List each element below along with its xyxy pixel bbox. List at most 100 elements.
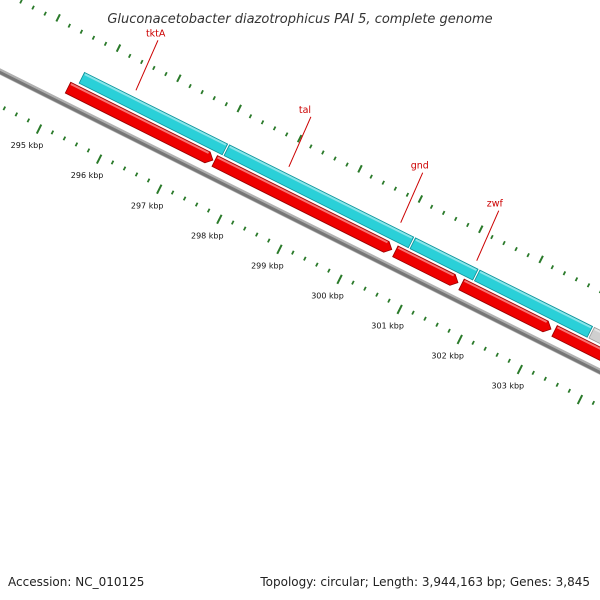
inner-minor-tick [375, 292, 379, 297]
inner-major-tick [276, 244, 283, 255]
inner-minor-tick [507, 358, 511, 364]
gene-label-leader [288, 116, 312, 168]
outer-major-tick [115, 44, 122, 53]
inner-minor-tick [567, 388, 572, 394]
kbp-tick-label: 296 kbp [71, 171, 104, 180]
reverse-gene-block-highlight [463, 279, 548, 323]
outer-minor-tick [212, 95, 216, 101]
forward-gene-block-highlight [84, 73, 227, 146]
outer-minor-tick [224, 102, 228, 107]
reverse-gene-block [458, 278, 552, 333]
forward-gene-block [223, 144, 415, 249]
inner-minor-tick [194, 202, 199, 207]
gene-label: gnd [411, 161, 429, 172]
outer-minor-tick [586, 283, 591, 288]
outer-minor-tick [526, 252, 530, 258]
inner-minor-tick [387, 298, 391, 303]
outer-minor-tick [188, 83, 192, 89]
gene-label: tktA [146, 28, 166, 39]
kbp-tick-label: 299 kbp [251, 261, 284, 270]
reverse-gene-block [211, 155, 393, 253]
inner-minor-tick [14, 112, 19, 117]
outer-minor-tick [550, 265, 555, 270]
inner-minor-tick [170, 190, 175, 195]
outer-minor-tick [502, 240, 506, 246]
inner-minor-tick [231, 220, 235, 225]
outer-minor-tick [260, 120, 265, 125]
kbp-tick-label: 301 kbp [371, 321, 404, 330]
outer-minor-tick [441, 210, 446, 216]
reverse-gene-block [551, 325, 600, 361]
kbp-tick-label: 303 kbp [492, 382, 525, 391]
outer-minor-tick [140, 59, 144, 65]
outer-minor-tick [31, 5, 35, 10]
outer-minor-tick [309, 144, 313, 149]
forward-gene-block [78, 71, 229, 156]
outer-minor-tick [466, 222, 470, 228]
gene-label: tal [299, 105, 311, 116]
reverse-gene-block-highlight [397, 246, 455, 277]
inner-minor-tick [86, 148, 91, 153]
kbp-tick-label: 300 kbp [311, 291, 344, 300]
outer-minor-tick [248, 114, 253, 119]
inner-minor-tick [495, 352, 499, 357]
forward-gene-block [473, 269, 594, 338]
outer-minor-tick [19, 0, 23, 4]
inner-minor-tick [483, 346, 487, 351]
outer-minor-tick [200, 89, 204, 95]
inner-major-tick [516, 364, 524, 375]
outer-minor-tick [393, 186, 398, 191]
inner-major-tick [35, 124, 43, 135]
inner-minor-tick [423, 316, 427, 321]
outer-minor-tick [369, 174, 373, 179]
inner-minor-tick [555, 382, 559, 388]
outer-minor-tick [454, 216, 458, 222]
outer-minor-tick [405, 192, 410, 197]
inner-minor-tick [543, 376, 547, 382]
outer-major-tick [478, 225, 484, 234]
map-title: Gluconacetobacter diazotrophicus PAI 5, … [107, 12, 492, 27]
inner-minor-tick [267, 238, 271, 243]
inner-minor-tick [182, 196, 187, 201]
outer-minor-tick [43, 11, 47, 16]
forward-gene-block-highlight [479, 271, 592, 329]
outer-minor-tick [514, 246, 518, 252]
outer-minor-tick [490, 234, 494, 240]
outer-minor-tick [91, 35, 96, 40]
outer-minor-tick [272, 126, 277, 131]
gene-label-leader [400, 172, 424, 223]
topology-text: Topology: circular; Length: 3,944,163 bp… [259, 575, 590, 589]
kbp-tick-label: 297 kbp [131, 201, 164, 210]
inner-minor-tick [146, 178, 151, 183]
inner-minor-tick [363, 286, 367, 291]
outer-major-tick [296, 134, 303, 143]
reverse-gene-block-highlight [70, 83, 210, 154]
forward-gene-block-gray [588, 326, 600, 345]
inner-minor-tick [74, 142, 79, 147]
outer-minor-tick [345, 162, 349, 167]
inner-major-tick [336, 274, 343, 285]
inner-minor-tick [531, 370, 535, 376]
inner-major-tick [96, 154, 103, 165]
inner-major-tick [576, 394, 584, 405]
inner-major-tick [396, 304, 403, 315]
inner-minor-tick [447, 328, 451, 333]
inner-minor-tick [591, 400, 596, 406]
inner-minor-tick [122, 166, 127, 171]
outer-minor-tick [284, 132, 289, 137]
outer-minor-tick [381, 180, 385, 185]
forward-gene-block-highlight [415, 238, 477, 272]
inner-minor-tick [62, 136, 67, 141]
inner-minor-tick [471, 340, 475, 345]
inner-minor-tick [315, 262, 319, 267]
inner-major-tick [216, 214, 223, 225]
outer-minor-tick [333, 156, 337, 161]
outer-minor-tick [79, 29, 84, 34]
accession-text: Accession: NC_010125 [8, 575, 144, 589]
genome-backbone-shade [0, 70, 600, 375]
inner-minor-tick [435, 322, 439, 327]
outer-major-tick [538, 255, 544, 264]
gene-label-leader [476, 210, 500, 261]
forward-gene-block [409, 237, 479, 281]
